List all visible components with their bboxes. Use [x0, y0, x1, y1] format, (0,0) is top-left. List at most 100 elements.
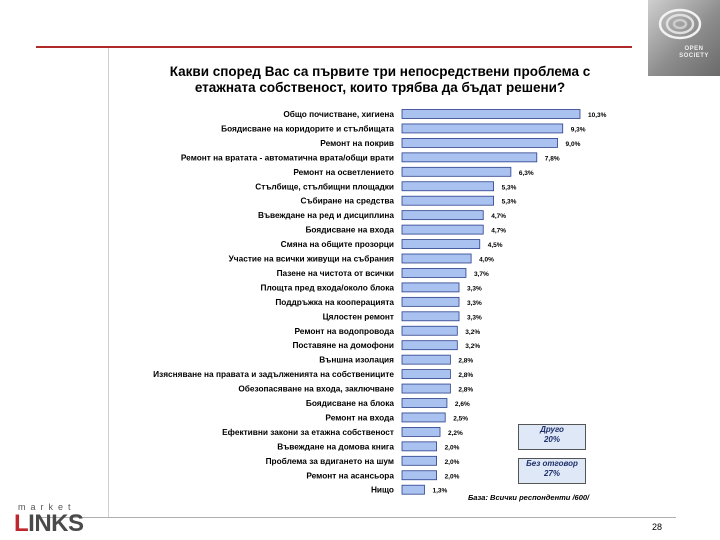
page-number: 28	[652, 522, 663, 532]
bar	[401, 224, 484, 235]
data-label: 4,5%	[488, 242, 503, 249]
bar	[401, 383, 451, 394]
category-label: Площта пред входа/около блока	[260, 282, 394, 292]
left-divider	[108, 48, 109, 518]
bar	[401, 137, 558, 148]
no-answer-note-line-2: 27%	[543, 469, 560, 478]
data-label: 6,3%	[519, 170, 534, 177]
bar	[401, 296, 460, 307]
bar	[401, 455, 437, 466]
data-label: 4,7%	[491, 228, 506, 235]
bar	[401, 152, 538, 163]
category-label: Поддръжка на кооперацията	[275, 297, 394, 307]
bar	[401, 441, 437, 452]
top-rule	[36, 46, 632, 48]
data-label: 3,3%	[467, 285, 482, 292]
chart-title: Какви според Вас са първите три непосред…	[120, 64, 640, 96]
title-line-1: Какви според Вас са първите три непосред…	[169, 64, 591, 79]
data-label: 5,3%	[502, 199, 517, 206]
bar	[401, 470, 437, 481]
other-note-line-1: Друго	[540, 425, 564, 434]
category-label: Цялостен ремонт	[323, 311, 394, 321]
bar	[401, 354, 451, 365]
data-label: 9,3%	[571, 126, 586, 133]
bars-group: Общо почистване, хигиена 10,3% Боядисване …	[153, 109, 607, 495]
bar	[401, 210, 484, 221]
category-label: Пазене на чистота от всички	[277, 268, 394, 278]
data-label: 3,3%	[467, 314, 482, 321]
bar	[401, 195, 494, 206]
category-label: Въвеждане на домова книга	[277, 441, 394, 451]
bar	[401, 282, 460, 293]
bar	[401, 239, 481, 249]
other-note-box: Друго 20%	[518, 424, 586, 450]
category-label: Боядисване на входа	[305, 225, 394, 235]
data-label: 5,3%	[502, 184, 517, 191]
data-label: 7,8%	[545, 155, 560, 162]
spiral-logo-icon	[658, 8, 702, 40]
bar	[401, 253, 472, 264]
category-label: Събиране на средства	[300, 196, 394, 206]
data-label: 2,8%	[458, 358, 473, 365]
bar	[401, 398, 448, 408]
bar	[401, 369, 451, 380]
title-line-2: етажната собственост, които трябва да бъ…	[194, 80, 566, 95]
data-label: 2,6%	[455, 401, 470, 408]
data-label: 2,2%	[448, 430, 463, 437]
bar	[401, 181, 494, 192]
category-label: Ремонт на покрив	[320, 138, 394, 148]
base-note: База: Всички респонденти /600/	[468, 493, 590, 502]
category-label: Ремонт на осветлението	[293, 167, 394, 177]
category-label: Смяна на общите прозорци	[281, 239, 394, 249]
category-label: Общо почистване, хигиена	[283, 109, 394, 119]
category-label: Боядисване на коридорите и стълбищата	[221, 123, 394, 133]
category-label: Изясняване на правата и задълженията на …	[153, 369, 394, 379]
category-label: Ремонт на асансьора	[306, 470, 394, 480]
category-label: Ремонт на вратата - автоматична врата/об…	[181, 152, 394, 162]
category-label: Боядисване на блока	[306, 398, 395, 408]
category-label: Проблема за вдигането на шум	[266, 456, 394, 466]
data-label: 3,2%	[465, 329, 480, 336]
bar	[401, 109, 581, 119]
data-label: 1,3%	[432, 488, 447, 495]
open-society-logo: OPEN SOCIETY	[648, 0, 720, 76]
data-label: 2,8%	[458, 372, 473, 379]
bar	[401, 484, 425, 495]
bar	[401, 311, 460, 322]
category-label: Външна изолация	[319, 355, 394, 365]
category-label: Ремонт на входа	[325, 412, 394, 422]
category-label: Ремонт на водопровода	[294, 326, 394, 336]
data-label: 2,0%	[445, 444, 460, 451]
category-label: Участие на всички живущи на събрания	[229, 254, 395, 264]
data-label: 4,7%	[491, 213, 506, 220]
data-label: 2,0%	[445, 473, 460, 480]
bar	[401, 340, 458, 351]
brand-top-text: market	[18, 502, 76, 512]
data-label: 3,2%	[465, 343, 480, 350]
bar	[401, 426, 441, 437]
data-label: 2,5%	[453, 415, 468, 422]
data-label: 2,8%	[458, 387, 473, 394]
category-label: Поставяне на домофони	[292, 340, 394, 350]
category-label: Нищо	[371, 485, 394, 495]
bar	[401, 412, 446, 423]
category-label: Въвеждане на ред и дисциплина	[258, 210, 394, 220]
data-label: 3,7%	[474, 271, 489, 278]
data-label: 10,3%	[588, 112, 607, 119]
no-answer-note-line-1: Без отговор	[526, 459, 578, 468]
other-note-line-2: 20%	[543, 435, 560, 444]
bar	[401, 268, 467, 278]
market-links-logo: market LINKS	[14, 502, 114, 538]
bar	[401, 166, 512, 177]
data-label: 4,0%	[479, 257, 494, 264]
data-label: 2,0%	[445, 459, 460, 466]
no-answer-note-box: Без отговор 27%	[518, 458, 586, 484]
brand-main-text: LINKS	[14, 510, 84, 538]
logo-text: OPEN SOCIETY	[679, 46, 709, 59]
brand-main-first: L	[14, 510, 29, 537]
bottom-rule	[36, 517, 676, 518]
category-label: Ефективни закони за етажна собственост	[222, 427, 394, 437]
category-label: Стълбище, стълбищни площадки	[255, 181, 394, 191]
bar	[401, 123, 564, 134]
